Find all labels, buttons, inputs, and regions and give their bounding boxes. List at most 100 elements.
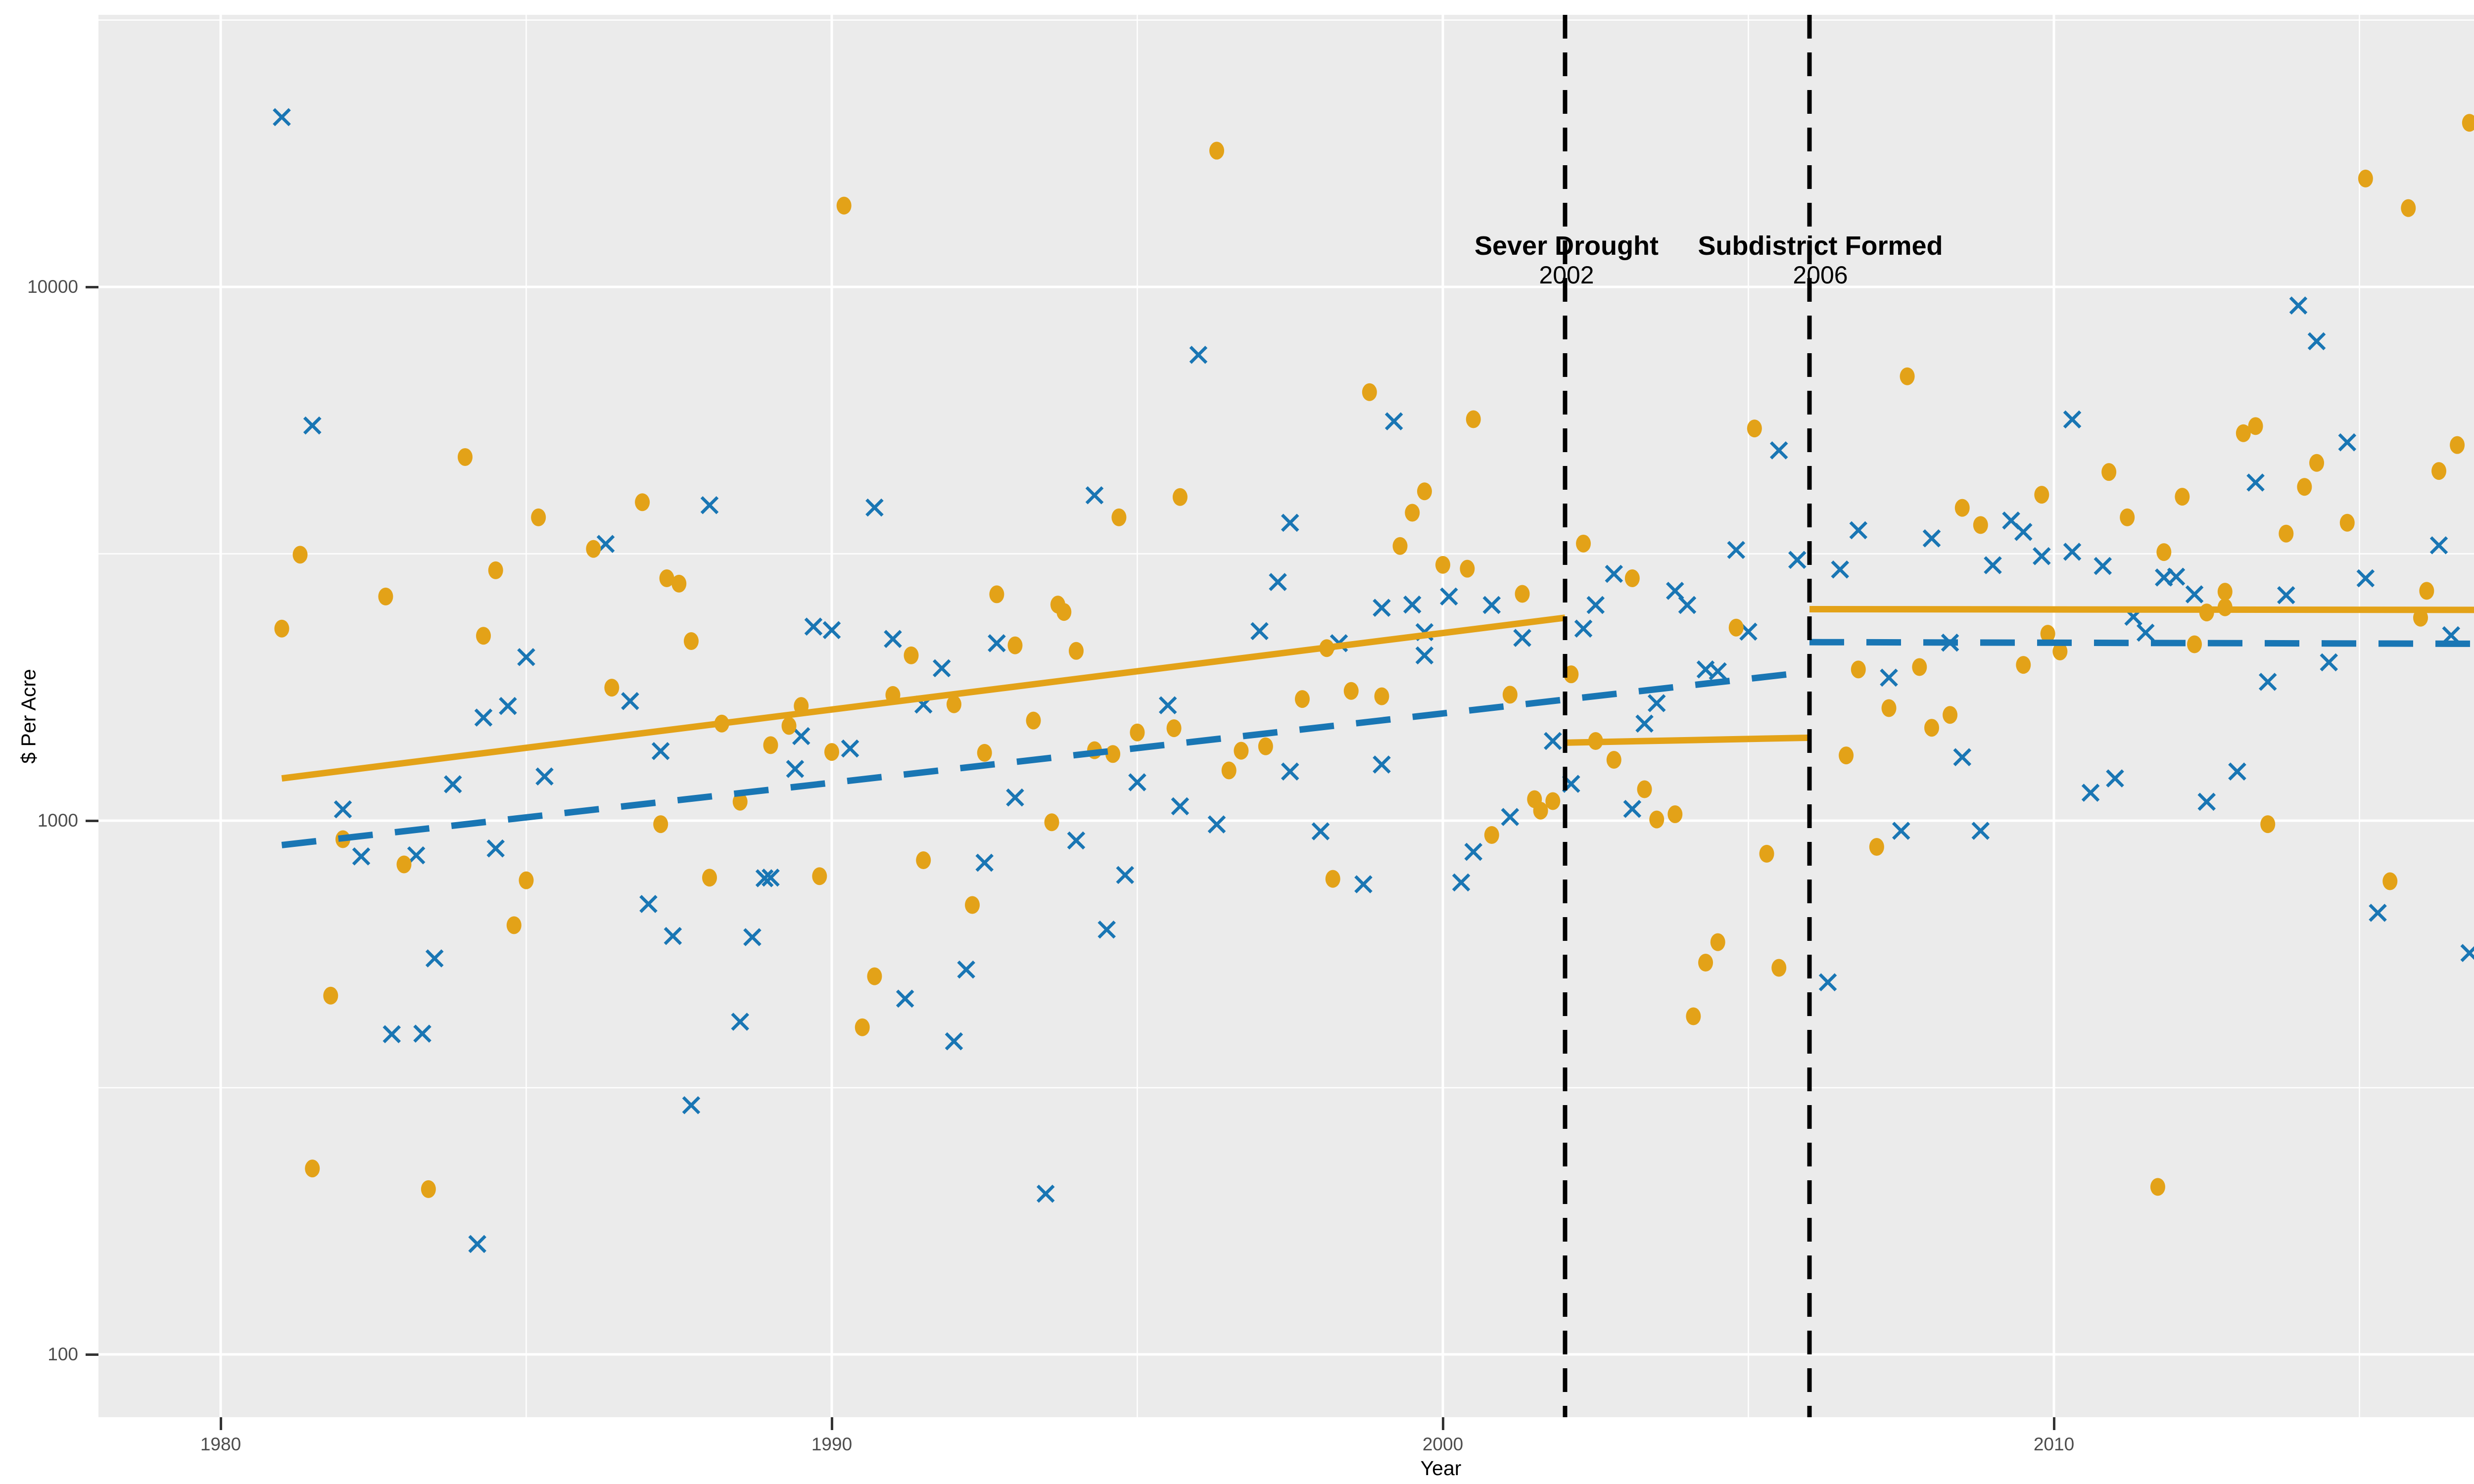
trend-line-in <box>1565 734 1810 746</box>
point-out <box>474 708 493 727</box>
point-in <box>1343 682 1359 700</box>
point-out <box>933 659 951 678</box>
point-out <box>1373 599 1391 617</box>
point-in <box>1900 367 1915 385</box>
point-in <box>1374 687 1389 705</box>
point-in <box>1649 810 1665 829</box>
point-out <box>792 727 810 745</box>
y-tick-mark <box>86 286 98 288</box>
point-in <box>1166 719 1182 738</box>
x-tick-mark <box>831 1417 833 1430</box>
point-in <box>2419 582 2434 600</box>
point-out <box>2093 556 2112 575</box>
x-tick-mark <box>220 1417 222 1430</box>
point-in <box>671 574 687 593</box>
point-in <box>1710 933 1725 951</box>
point-out <box>1849 521 1868 540</box>
point-in <box>989 585 1004 603</box>
x-axis-title: Year <box>1420 1457 1462 1480</box>
point-out <box>786 760 805 778</box>
point-out <box>1415 646 1434 665</box>
point-out <box>1769 441 1788 460</box>
point-out <box>2136 623 2155 642</box>
point-out <box>2185 585 2204 603</box>
point-in <box>2052 642 2068 660</box>
point-in <box>2150 1178 2165 1196</box>
y-tick-label: 10000 <box>27 277 78 297</box>
trend-line-in <box>1809 606 2474 613</box>
point-out <box>1085 486 1104 505</box>
point-out <box>1067 831 1086 850</box>
point-in <box>2309 454 2325 472</box>
point-out <box>755 869 774 887</box>
point-out <box>988 634 1006 652</box>
trend-line-out <box>281 668 1810 848</box>
point-in <box>781 717 797 735</box>
point-out <box>682 1096 701 1114</box>
point-in <box>1515 585 1530 603</box>
point-in <box>323 986 338 1005</box>
point-in <box>1130 723 1145 742</box>
point-out <box>273 108 291 127</box>
point-in <box>1839 746 1854 765</box>
point-out <box>2277 586 2295 604</box>
point-in <box>1417 482 1432 501</box>
x-tick-mark <box>2053 1417 2055 1430</box>
point-in <box>305 1159 320 1178</box>
point-in <box>2156 543 2172 561</box>
point-in <box>2236 424 2251 442</box>
point-in <box>519 871 534 889</box>
point-out <box>1097 920 1116 939</box>
point-out <box>2033 547 2051 565</box>
point-in <box>683 632 699 650</box>
point-out <box>1207 815 1226 834</box>
point-out <box>957 960 975 979</box>
point-out <box>486 839 505 858</box>
point-in <box>476 627 491 645</box>
point-in <box>292 546 308 564</box>
point-out <box>700 496 719 514</box>
point-in <box>1460 559 1475 578</box>
point-out <box>2081 784 2100 802</box>
point-in <box>867 967 882 985</box>
point-out <box>975 853 994 872</box>
point-in <box>1576 534 1591 553</box>
annotation-subdistrict-formed-year: 2006 <box>1793 261 1848 289</box>
point-in <box>2120 508 2135 526</box>
point-out <box>2106 769 2124 788</box>
point-in <box>1007 636 1023 654</box>
point-in <box>1392 537 1408 555</box>
point-in <box>2217 583 2233 601</box>
point-out <box>407 846 426 865</box>
plot-panel: Sever Drought 2002 Subdistrict Formed 20… <box>98 15 2474 1417</box>
point-in <box>586 540 601 558</box>
point-in <box>2401 199 2416 217</box>
trend-line-out <box>1809 639 2474 647</box>
point-out <box>1623 799 1642 818</box>
point-out <box>1006 788 1024 807</box>
point-out <box>2063 410 2082 429</box>
point-in <box>1667 805 1683 824</box>
point-in <box>1502 686 1518 704</box>
point-in <box>1172 488 1188 506</box>
point-in <box>1728 618 1744 637</box>
point-out <box>841 739 859 758</box>
point-in <box>2462 114 2474 132</box>
point-in <box>2187 635 2202 653</box>
point-in <box>1851 660 1866 679</box>
point-in <box>506 916 522 934</box>
point-out <box>1440 587 1458 606</box>
point-out <box>896 989 914 1008</box>
point-in <box>2382 872 2398 890</box>
point-in <box>1105 745 1121 763</box>
point-out <box>425 949 444 968</box>
point-out <box>1281 513 1299 532</box>
point-in <box>1943 706 1958 724</box>
point-in <box>2175 488 2190 506</box>
point-out <box>1354 875 1373 893</box>
point-in <box>1869 838 1884 856</box>
point-out <box>1501 808 1520 826</box>
point-out <box>1171 797 1189 816</box>
point-out <box>468 1235 486 1253</box>
